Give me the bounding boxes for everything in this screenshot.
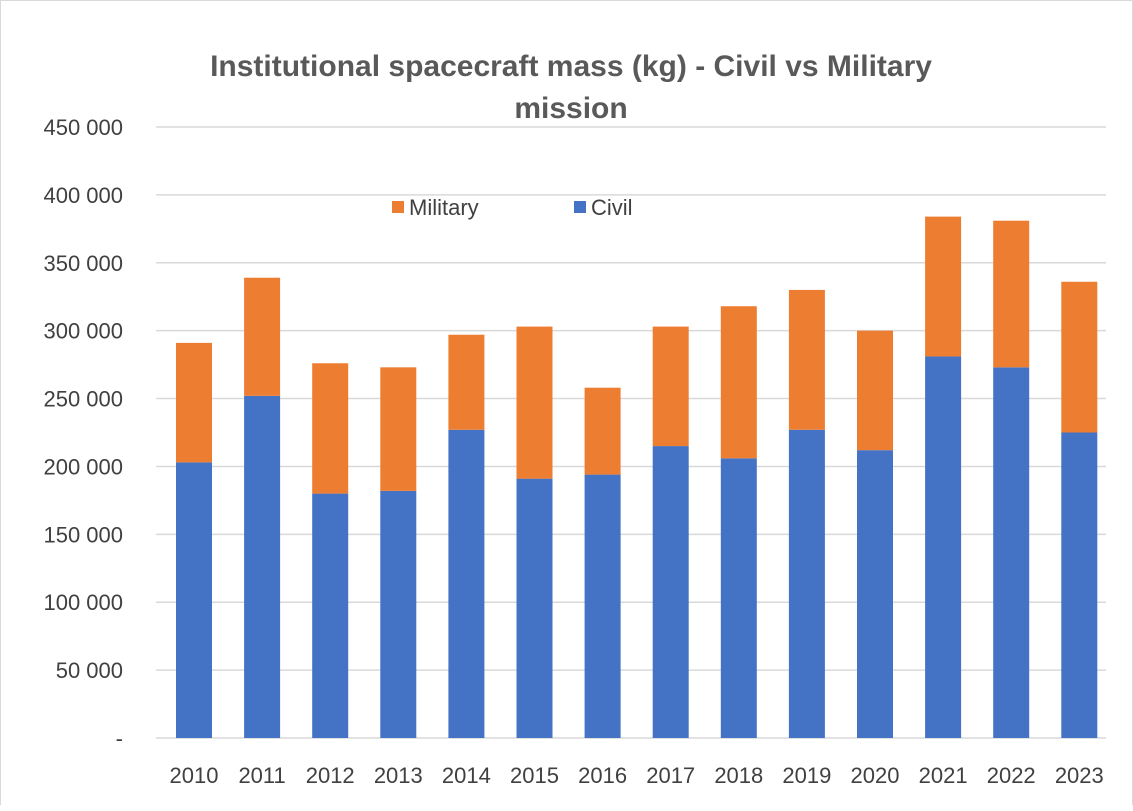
y-tick-label: 450 000 (43, 115, 123, 140)
bar-military-2018 (721, 306, 757, 458)
legend-label-military: Military (409, 195, 479, 220)
bar-military-2012 (312, 363, 348, 493)
bar-civil-2018 (721, 458, 757, 738)
bar-military-2023 (1061, 282, 1097, 433)
chart-title-line-2: mission (514, 92, 627, 125)
x-tick-label: 2011 (238, 763, 285, 788)
x-tick-label: 2016 (578, 763, 627, 788)
x-tick-label: 2023 (1055, 763, 1104, 788)
x-axis-tick-labels: 2010 2011 2012 2013 2014 2015 2016 2017 2018 2019… (170, 763, 1104, 788)
x-tick-label: 2014 (442, 763, 491, 788)
x-tick-label: 2022 (987, 763, 1036, 788)
y-tick-label: 150 000 (43, 522, 123, 547)
x-tick-label: 2021 (919, 763, 968, 788)
x-tick-label: 2013 (374, 763, 423, 788)
bar-civil-2014 (448, 430, 484, 738)
bar-civil-2011 (244, 396, 280, 738)
bar-civil-2019 (789, 430, 825, 738)
bar-military-2022 (993, 221, 1029, 368)
bar-military-2014 (448, 335, 484, 430)
bar-civil-2012 (312, 494, 348, 738)
bar-civil-2010 (176, 462, 212, 738)
bar-military-2021 (925, 217, 961, 357)
bar-military-2010 (176, 343, 212, 462)
x-tick-label: 2020 (851, 763, 900, 788)
chart-title-line-1: Institutional spacecraft mass (kg) - Civ… (210, 50, 932, 83)
legend-swatch-civil (574, 201, 586, 213)
bar-civil-2016 (585, 475, 621, 738)
y-tick-label: 250 000 (43, 387, 123, 412)
x-tick-label: 2015 (510, 763, 559, 788)
bar-civil-2022 (993, 367, 1029, 738)
bar-military-2016 (585, 388, 621, 475)
bar-military-2017 (653, 327, 689, 446)
x-tick-label: 2019 (782, 763, 831, 788)
x-tick-label: 2012 (306, 763, 355, 788)
legend-swatch-military (392, 201, 404, 213)
legend: Military Civil (392, 195, 633, 220)
bars (176, 217, 1097, 738)
x-tick-label: 2017 (646, 763, 695, 788)
bar-military-2015 (517, 327, 553, 479)
bar-civil-2013 (380, 491, 416, 738)
y-tick-label: 300 000 (43, 319, 123, 344)
bar-military-2019 (789, 290, 825, 430)
y-tick-label: 200 000 (43, 454, 123, 479)
y-tick-label: 50 000 (56, 658, 123, 683)
bar-civil-2017 (653, 446, 689, 738)
bar-civil-2021 (925, 356, 961, 738)
x-tick-label: 2018 (714, 763, 763, 788)
y-tick-label: 100 000 (43, 590, 123, 615)
bar-civil-2020 (857, 450, 893, 738)
y-tick-label: 400 000 (43, 183, 123, 208)
y-tick-label: 350 000 (43, 251, 123, 276)
bar-military-2020 (857, 331, 893, 450)
bar-civil-2015 (517, 479, 553, 738)
bar-military-2013 (380, 367, 416, 491)
bar-civil-2023 (1061, 433, 1097, 739)
y-tick-label: - (116, 726, 123, 751)
legend-label-civil: Civil (591, 195, 633, 220)
y-axis-tick-labels: - 50 000 100 000 150 000 200 000 250 000 300 0… (43, 115, 123, 751)
bar-military-2011 (244, 278, 280, 396)
x-tick-label: 2010 (170, 763, 219, 788)
